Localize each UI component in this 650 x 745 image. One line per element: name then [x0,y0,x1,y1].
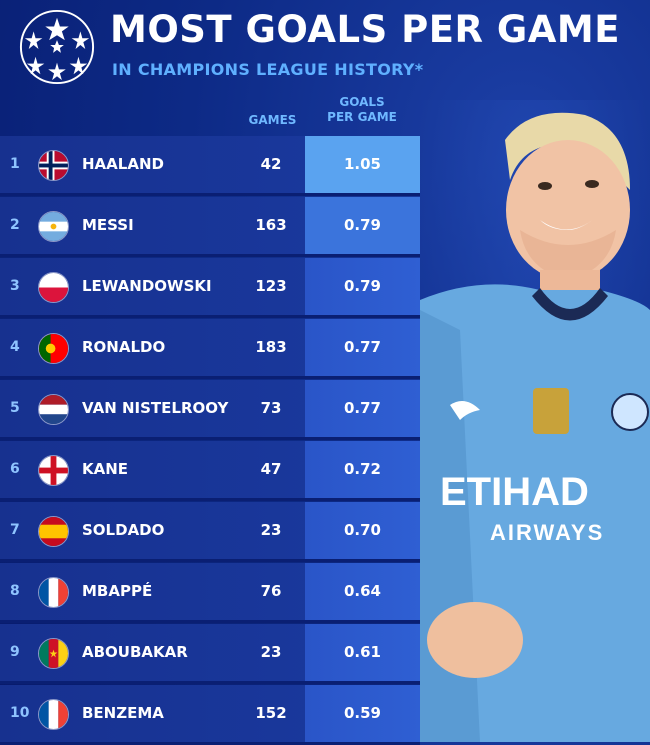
rank-number: 2 [10,217,20,233]
rank-number: 10 [10,705,30,721]
games-value: 47 [260,460,282,478]
page-subtitle: IN CHAMPIONS LEAGUE HISTORY* [112,60,424,79]
games-value: 123 [255,277,287,295]
column-header-gpg-line1: GOALS [339,95,385,109]
games-value: 152 [255,704,287,722]
table-row-8: 8 MBAPPÉ 76 0.64 [0,563,420,623]
player-name: MBAPPÉ [82,582,153,600]
rank-number: 1 [10,156,20,172]
france-flag-icon [38,577,69,608]
goals-per-game-value: 1.05 [305,136,420,193]
table-row-1: 1 HAALAND 42 1.05 [0,136,420,196]
player-name: ABOUBAKAR [82,643,188,661]
games-value: 23 [260,521,282,539]
table-row-3: 3 LEWANDOWSKI 123 0.79 [0,258,420,318]
player-photo: ETIHAD AIRWAYS [420,100,650,742]
goals-per-game-value: 0.77 [305,380,420,437]
rank-number: 5 [10,400,20,416]
table-row-6: 6 KANE 47 0.72 [0,441,420,501]
goals-per-game-value: 0.64 [305,563,420,620]
player-name: VAN NISTELROOY [82,399,229,417]
column-header-goals-per-game: GOALS PER GAME [322,95,402,125]
page-title: MOST GOALS PER GAME [110,8,620,51]
table-row-7: 7 SOLDADO 23 0.70 [0,502,420,562]
norway-flag-icon [38,150,69,181]
header: MOST GOALS PER GAME IN CHAMPIONS LEAGUE … [0,0,650,95]
rank-number: 8 [10,583,20,599]
player-name: KANE [82,460,129,478]
games-value: 23 [260,643,282,661]
goals-per-game-value: 0.77 [305,319,420,376]
games-value: 183 [255,338,287,356]
goals-per-game-value: 0.59 [305,685,420,742]
goals-per-game-value: 0.72 [305,441,420,498]
champions-league-starball-icon [19,9,95,85]
games-value: 42 [260,155,282,173]
netherlands-flag-icon [38,394,69,425]
table-row-5: 5 VAN NISTELROOY 73 0.77 [0,380,420,440]
table-row-4: 4 RONALDO 183 0.77 [0,319,420,379]
player-name: RONALDO [82,338,166,356]
goals-per-game-value: 0.79 [305,258,420,315]
rank-number: 3 [10,278,20,294]
argentina-flag-icon [38,211,69,242]
table-row-2: 2 MESSI 163 0.79 [0,197,420,257]
england-flag-icon [38,455,69,486]
france-flag-icon [38,699,69,730]
poland-flag-icon [38,272,69,303]
spain-flag-icon [38,516,69,547]
rank-number: 7 [10,522,20,538]
rank-number: 9 [10,644,20,660]
player-name: HAALAND [82,155,164,173]
games-value: 73 [260,399,282,417]
sponsor-text-line2: AIRWAYS [490,520,604,545]
rank-number: 6 [10,461,20,477]
cameroon-flag-icon [38,638,69,669]
column-header-games: GAMES [248,113,297,127]
rank-number: 4 [10,339,20,355]
player-name: BENZEMA [82,704,164,722]
player-name: LEWANDOWSKI [82,277,212,295]
table-row-10: 10 BENZEMA 152 0.59 [0,685,420,745]
goals-per-game-value: 0.79 [305,197,420,254]
sponsor-text-line1: ETIHAD [440,470,589,514]
column-header-gpg-line2: PER GAME [327,110,397,124]
goals-per-game-value: 0.70 [305,502,420,559]
player-name: MESSI [82,216,134,234]
goals-per-game-value: 0.61 [305,624,420,681]
games-value: 76 [260,582,282,600]
games-value: 163 [255,216,287,234]
table-row-9: 9 ABOUBAKAR 23 0.61 [0,624,420,684]
player-name: SOLDADO [82,521,165,539]
portugal-flag-icon [38,333,69,364]
